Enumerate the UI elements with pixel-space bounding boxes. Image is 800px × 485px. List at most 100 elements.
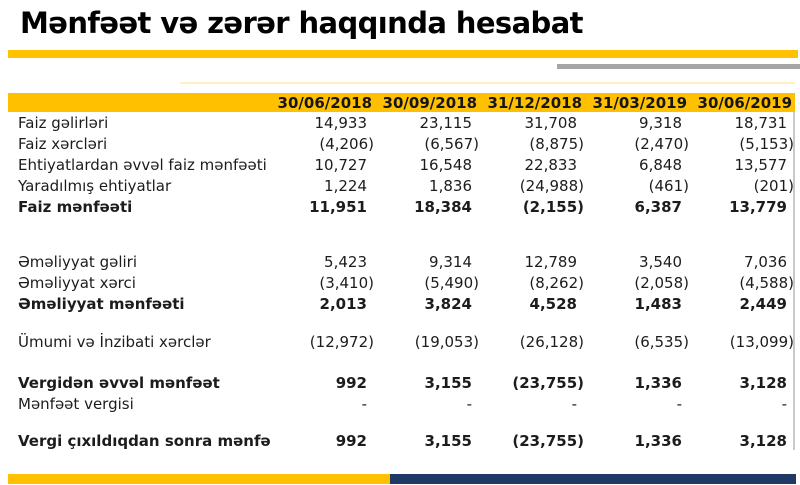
cell-value: (8,262) [529, 273, 584, 292]
cell-value: 4,528 [529, 294, 577, 313]
column-header: 31/03/2019 [592, 93, 687, 112]
pnl-table: 30/06/2018 30/09/2018 31/12/2018 31/03/2019… [8, 93, 795, 451]
table-row: Faiz xərcləri (4,206) (6,567) (8,875) (2,470… [8, 133, 795, 154]
table-row: Faiz gəlirləri 14,933 23,115 31,708 9,318 18,… [8, 112, 795, 133]
cell-value: (201) [753, 176, 794, 195]
cell-value: 1,336 [634, 373, 682, 392]
table-row: Ehtiyatlardan əvvəl faiz mənfəəti 10,727 1… [8, 154, 795, 175]
row-label: Mənfəət vergisi [18, 394, 134, 413]
cell-value: 1,483 [634, 294, 682, 313]
cell-value: 11,951 [309, 197, 367, 216]
table-row: Əməliyyat gəliri 5,423 9,314 12,789 3,540 7,0… [8, 251, 795, 272]
cell-value: 3,128 [739, 373, 787, 392]
table-row: Vergi çıxıldıqdan sonra mənfəət 992 3,155 (… [8, 430, 795, 451]
table-section: Vergi çıxıldıqdan sonra mənfəət 992 3,155 (… [8, 430, 795, 451]
cell-value: (2,058) [634, 273, 689, 292]
cell-value: (6,567) [424, 134, 479, 153]
table-section: Ümumi və İnzibati xərclər (12,972) (19,053… [8, 331, 795, 352]
table-section: Əməliyyat gəliri 5,423 9,314 12,789 3,540 7,0… [8, 251, 795, 314]
cell-value: 9,318 [639, 113, 682, 132]
row-label: Əməliyyat xərci [18, 273, 136, 292]
row-label: Vergi çıxıldıqdan sonra mənfəət [18, 431, 270, 450]
row-label: Faiz xərcləri [18, 134, 108, 153]
cell-value: 6,387 [634, 197, 682, 216]
row-label: Faiz gəlirləri [18, 113, 109, 132]
cell-value: 22,833 [524, 155, 578, 174]
row-label: Ehtiyatlardan əvvəl faiz mənfəəti [18, 155, 267, 174]
footer-navy-bar [390, 474, 796, 484]
right-edge-line [793, 112, 795, 450]
page-title: Mənfəət və zərər haqqında hesabat [20, 6, 584, 40]
table-row: Mənfəət vergisi - - - - - [8, 393, 795, 414]
cell-value: (461) [648, 176, 689, 195]
cell-value: 13,577 [734, 155, 788, 174]
cell-value: 3,540 [639, 252, 682, 271]
cell-value: (4,588) [739, 273, 794, 292]
column-header: 31/12/2018 [487, 93, 582, 112]
cell-value: (19,053) [414, 332, 479, 351]
table-header: 30/06/2018 30/09/2018 31/12/2018 31/03/2019… [8, 93, 795, 112]
table-body: Faiz gəlirləri 14,933 23,115 31,708 9,318 18,… [8, 112, 795, 451]
cell-value: - [781, 394, 787, 413]
cell-value: 7,036 [744, 252, 787, 271]
cell-value: (13,099) [729, 332, 794, 351]
cell-value: - [361, 394, 367, 413]
cell-value: (23,755) [512, 373, 584, 392]
cell-value: 3,824 [424, 294, 472, 313]
table-row: Əməliyyat xərci (3,410) (5,490) (8,262) (2,0… [8, 272, 795, 293]
table-row: Vergidən əvvəl mənfəət 992 3,155 (23,755) 1,… [8, 372, 795, 393]
cell-value: 1,836 [429, 176, 472, 195]
cell-value: 992 [335, 373, 367, 392]
cell-value: 5,423 [324, 252, 367, 271]
column-header: 30/06/2018 [277, 93, 372, 112]
cell-value: 3,155 [424, 431, 472, 450]
cell-value: 1,224 [324, 176, 367, 195]
cell-value: (5,153) [739, 134, 794, 153]
table-row: Ümumi və İnzibati xərclər (12,972) (19,053… [8, 331, 795, 352]
cell-value: 6,848 [639, 155, 682, 174]
footer-gold-bar [8, 474, 390, 484]
table-section: Faiz gəlirləri 14,933 23,115 31,708 9,318 18,… [8, 112, 795, 217]
cell-value: 3,128 [739, 431, 787, 450]
cell-value: - [466, 394, 472, 413]
cell-value: - [571, 394, 577, 413]
cell-value: 3,155 [424, 373, 472, 392]
cell-value: 23,115 [419, 113, 473, 132]
row-label: Faiz mənfəəti [18, 197, 133, 216]
cell-value: (2,470) [634, 134, 689, 153]
cell-value: (4,206) [319, 134, 374, 153]
cell-value: 18,731 [734, 113, 788, 132]
column-header: 30/06/2019 [697, 93, 792, 112]
row-label: Vergidən əvvəl mənfəət [18, 373, 220, 392]
table-section: Vergidən əvvəl mənfəət 992 3,155 (23,755) 1,… [8, 372, 795, 414]
cell-value: 16,548 [419, 155, 473, 174]
title-underline-bar [8, 50, 798, 58]
cell-value: 13,779 [729, 197, 787, 216]
cell-value: (5,490) [424, 273, 479, 292]
cell-value: 10,727 [314, 155, 368, 174]
row-label: Əməliyyat gəliri [18, 252, 137, 271]
cell-value: - [676, 394, 682, 413]
gray-accent-bar [557, 64, 800, 69]
cell-value: (23,755) [512, 431, 584, 450]
cell-value: (8,875) [529, 134, 584, 153]
cell-value: (26,128) [519, 332, 584, 351]
cell-value: 992 [335, 431, 367, 450]
cell-value: 18,384 [414, 197, 472, 216]
cell-value: (6,535) [634, 332, 689, 351]
cell-value: (12,972) [309, 332, 374, 351]
cell-value: (2,155) [522, 197, 584, 216]
cell-value: 2,449 [739, 294, 787, 313]
cell-value: 2,013 [319, 294, 367, 313]
table-row: Yaradılmış ehtiyatlar 1,224 1,836 (24,988) (… [8, 175, 795, 196]
cell-value: 9,314 [429, 252, 472, 271]
cell-value: 12,789 [524, 252, 578, 271]
row-label: Ümumi və İnzibati xərclər [18, 332, 211, 351]
cell-value: 14,933 [314, 113, 368, 132]
table-row: Faiz mənfəəti 11,951 18,384 (2,155) 6,387 13,… [8, 196, 795, 217]
cell-value: (3,410) [319, 273, 374, 292]
table-row: Əməliyyat mənfəəti 2,013 3,824 4,528 1,483 2,… [8, 293, 795, 314]
faint-divider-line [180, 82, 795, 84]
column-header: 30/09/2018 [382, 93, 477, 112]
